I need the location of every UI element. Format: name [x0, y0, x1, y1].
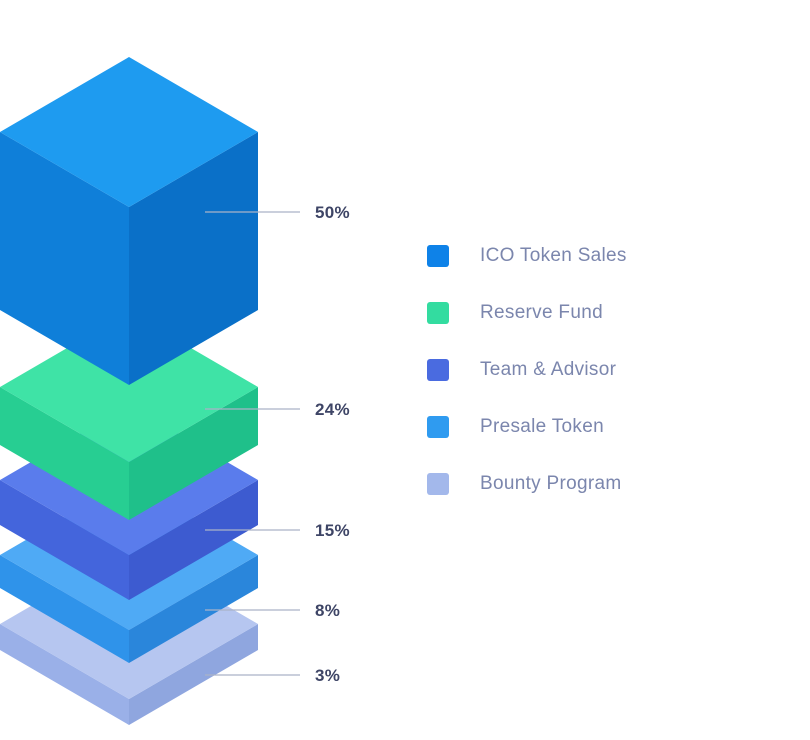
layer-reserve-fund-left-face: [0, 387, 129, 520]
layer-presale-token-left-face: [0, 555, 129, 663]
legend-item-presale-token: Presale Token: [427, 415, 627, 439]
layer-ico-token-sales-top-face: [0, 57, 258, 207]
legend-swatch-presale-token: [427, 416, 449, 438]
pct-label-ico-token-sales: 50%: [315, 203, 350, 222]
layer-reserve-fund-right-face: [129, 387, 258, 520]
layer-ico-token-sales-right-face: [129, 132, 258, 385]
pct-label-reserve-fund: 24%: [315, 400, 350, 419]
legend-swatch-bounty-program: [427, 473, 449, 495]
legend-label-reserve-fund: Reserve Fund: [480, 302, 603, 323]
layer-team-advisor-right-face: [129, 480, 258, 600]
legend-label-team-advisor: Team & Advisor: [480, 359, 617, 380]
layer-reserve-fund-top-face: [0, 312, 258, 462]
legend: ICO Token Sales Reserve Fund Team & Advi…: [427, 244, 627, 496]
layer-ico-token-sales-left-face: [0, 132, 129, 385]
legend-swatch-team-advisor: [427, 359, 449, 381]
layer-bounty-program-left-face: [0, 624, 129, 725]
legend-item-reserve-fund: Reserve Fund: [427, 301, 627, 325]
layer-team-advisor-left-face: [0, 480, 129, 600]
legend-item-ico-token-sales: ICO Token Sales: [427, 244, 627, 268]
pct-label-presale-token: 8%: [315, 601, 340, 620]
legend-label-bounty-program: Bounty Program: [480, 473, 622, 494]
pct-label-bounty-program: 3%: [315, 666, 340, 685]
pct-label-team-advisor: 15%: [315, 521, 350, 540]
legend-label-presale-token: Presale Token: [480, 416, 604, 437]
legend-label-ico-token-sales: ICO Token Sales: [480, 245, 627, 266]
legend-swatch-ico-token-sales: [427, 245, 449, 267]
legend-item-team-advisor: Team & Advisor: [427, 358, 627, 382]
layer-presale-token-right-face: [129, 555, 258, 663]
legend-swatch-reserve-fund: [427, 302, 449, 324]
legend-item-bounty-program: Bounty Program: [427, 472, 627, 496]
layer-bounty-program-right-face: [129, 624, 258, 725]
